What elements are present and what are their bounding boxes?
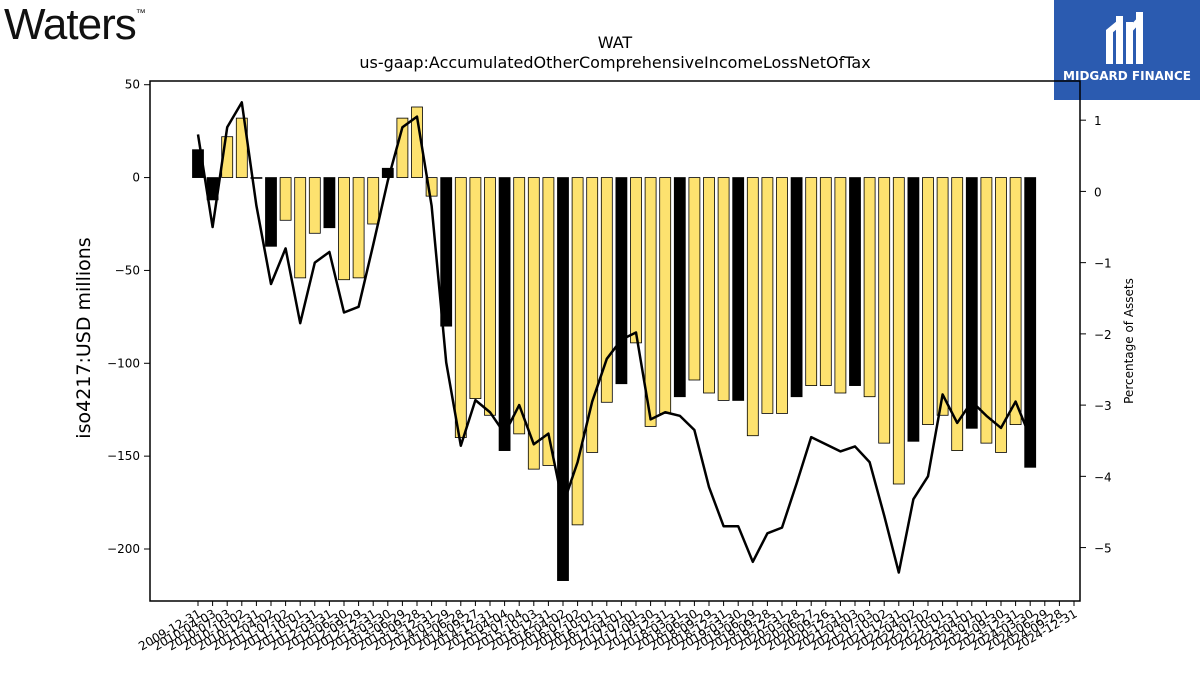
bar [338, 177, 350, 281]
bar [308, 177, 321, 234]
bar [761, 177, 774, 414]
midgard-finance-text: MIDGARD FINANCE [1063, 69, 1191, 83]
bar [776, 177, 788, 414]
x-axis: 2009-12-312010-04-032010-07-032010-10-02… [136, 601, 1080, 653]
bar [834, 177, 847, 394]
line-layer [196, 101, 1032, 574]
y2-tick-label: −5 [1094, 542, 1112, 556]
bar [454, 177, 467, 438]
bar [323, 177, 336, 229]
bar [965, 177, 978, 429]
bar [703, 177, 715, 394]
y-tick-label: −100 [107, 356, 140, 370]
midgard-mark-icon [1106, 12, 1143, 64]
bar [425, 177, 438, 197]
y-tick-label: −200 [107, 542, 140, 556]
y2-tick-label: −2 [1094, 328, 1112, 342]
bar [367, 177, 380, 225]
y-tick-label: 0 [132, 171, 140, 185]
waters-logo: Waters™ [4, 0, 146, 50]
bar [790, 177, 803, 398]
waters-logo-text: Waters [4, 0, 137, 49]
y2-tick-label: −3 [1094, 399, 1112, 413]
bar [878, 177, 891, 444]
bar-layer [192, 106, 1037, 581]
bar [819, 177, 832, 386]
bar [586, 177, 599, 453]
bar [951, 177, 964, 451]
bar [498, 177, 511, 451]
bar [600, 177, 613, 403]
y-tick-label: 50 [125, 78, 140, 92]
y-tick-label: −50 [115, 263, 140, 277]
y-axis-label: iso4217:USD millions [73, 237, 95, 438]
bar [440, 177, 453, 327]
chart-title: WAT [598, 33, 633, 52]
bar [892, 177, 905, 485]
bar [513, 177, 526, 435]
bar [907, 177, 920, 442]
bar [717, 177, 730, 401]
y2-tick-label: −4 [1094, 470, 1112, 484]
bar [630, 177, 642, 344]
bar [688, 177, 701, 381]
bar [849, 177, 861, 386]
y-axis: 50 0 −50 −100 −150 −200 [107, 78, 150, 556]
bar [542, 177, 555, 466]
bar [732, 177, 745, 401]
bar [1009, 177, 1022, 425]
bar [469, 177, 482, 399]
bar [644, 177, 657, 427]
bar [352, 177, 365, 279]
bar [922, 177, 934, 425]
bar [615, 177, 628, 385]
bar [279, 177, 292, 221]
plot-frame [149, 80, 1081, 602]
bar [250, 177, 263, 179]
y2-axis-label: Percentage of Assets [1122, 278, 1136, 404]
bar [527, 177, 540, 470]
bar [1024, 177, 1037, 468]
bar [980, 177, 993, 444]
bar [995, 177, 1007, 453]
y-tick-label: −150 [107, 449, 140, 463]
bar [294, 177, 307, 279]
bar [659, 177, 672, 414]
y2-axis: 1 0 −1 −2 −3 −4 −5 [1080, 114, 1112, 556]
bar [863, 177, 876, 398]
y2-tick-label: −1 [1094, 257, 1112, 271]
pct-of-assets-line [196, 101, 1032, 574]
chart-subtitle: us-gaap:AccumulatedOtherComprehensiveInc… [359, 53, 870, 72]
y2-tick-label: 0 [1094, 185, 1102, 199]
bar [673, 177, 686, 398]
y2-tick-label: 1 [1094, 114, 1102, 128]
bar [805, 177, 818, 386]
bar [936, 177, 949, 416]
bar [571, 177, 584, 526]
bar [746, 177, 759, 437]
bar [265, 177, 277, 247]
bar [411, 106, 423, 178]
bar [557, 177, 569, 581]
bar [484, 177, 496, 416]
midgard-finance-logo: MIDGARD FINANCE [1054, 0, 1200, 100]
waters-logo-tm: ™ [135, 8, 146, 19]
